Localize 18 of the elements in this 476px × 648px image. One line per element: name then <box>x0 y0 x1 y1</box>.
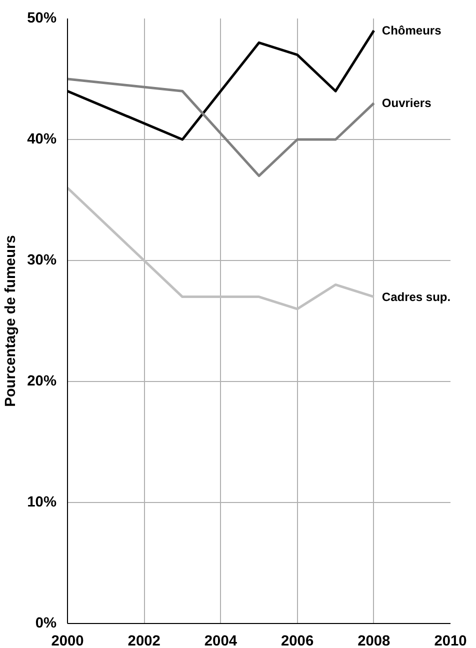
series-label: Cadres sup. <box>382 290 451 304</box>
y-tick-label: 20% <box>27 374 57 390</box>
y-tick-label: 10% <box>27 494 57 510</box>
y-axis-title: Pourcentage de fumeurs <box>3 235 20 407</box>
series-label: Ouvriers <box>382 96 432 110</box>
y-tick-label: 50% <box>27 10 57 26</box>
line-series <box>68 186 376 310</box>
x-tick-label: 2006 <box>281 634 314 648</box>
x-tick-label: 2008 <box>358 634 390 648</box>
y-tick-label: 40% <box>27 132 57 148</box>
y-tick-label: 30% <box>27 252 57 268</box>
x-tick-label: 2004 <box>204 634 238 648</box>
x-tick-label: 2000 <box>51 634 84 648</box>
y-tick-label: 0% <box>35 616 57 632</box>
x-tick-label: 2002 <box>128 634 160 648</box>
line-series <box>68 78 376 178</box>
x-tick-label: 2010 <box>434 634 467 648</box>
series-label: Chômeurs <box>382 24 442 38</box>
